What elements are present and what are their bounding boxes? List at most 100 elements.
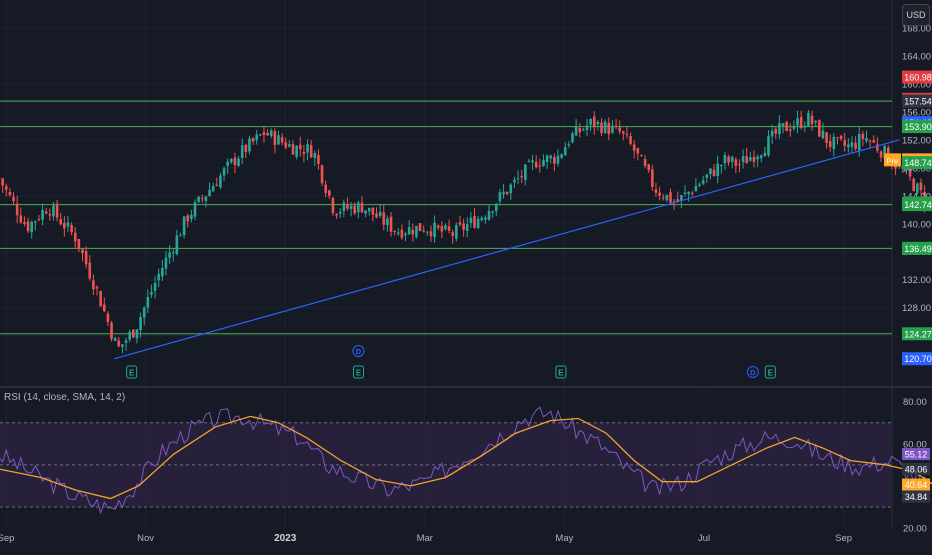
candle-body [568,144,571,145]
candle-body [833,137,836,149]
candle-body [107,314,110,322]
candle-body [520,176,523,177]
candle-body [234,158,237,165]
price-label-text: 153.90 [904,122,932,132]
candle-body [756,157,759,160]
candle-body [509,184,512,193]
candle-body [128,332,131,340]
candle-body [411,230,414,235]
candle-body [513,180,516,183]
candle-body [666,195,669,200]
candle-body [444,225,447,229]
candle-body [546,155,549,162]
drawings[interactable] [114,110,932,359]
candle-body [742,156,745,162]
candle-body [549,156,552,158]
candle-body [313,153,316,158]
candle-body [361,203,364,213]
price-label-text: 136.49 [904,244,932,254]
candle-body [622,131,625,133]
candle-body [190,215,193,219]
candle-body [255,134,258,140]
candle-body [96,287,99,288]
candle-body [310,145,313,157]
candle-body [629,136,632,144]
candle-body [78,239,81,249]
candle-body [771,131,774,137]
candle-body [27,221,30,231]
candle-body [495,204,498,212]
candle-body [658,193,661,196]
candle-body [183,216,186,235]
time-axis[interactable]: SepNov2023MarMayJulSepNov2024MarMayJulSe… [0,533,932,544]
candle-body [633,144,636,150]
candle-body [709,168,712,174]
candle-body [147,297,150,307]
candle-body [767,136,770,156]
candle-body [437,226,440,228]
candle-body [470,218,473,223]
candle-body [266,133,269,135]
candle-body [379,212,382,216]
candle-body [840,136,843,139]
candle-body [539,165,542,166]
candle-body [647,164,650,170]
candle-body [542,160,545,166]
candle-body [263,132,266,135]
candle-body [557,156,560,164]
candle-body [822,131,825,138]
candle-body [473,216,476,228]
candle-body [553,157,556,164]
rsi-label-text: 40.64 [905,480,928,490]
candle-body [419,223,422,231]
candle-body [88,263,91,279]
candle-body [38,219,41,220]
candle-body [350,206,353,209]
trendline[interactable] [114,140,899,359]
candle-body [880,151,883,157]
candle-body [615,126,618,127]
rsi-pane [0,407,932,513]
candle-body [277,135,280,144]
candle-body [223,168,226,175]
candle-body [70,225,73,232]
candle-body [74,233,77,242]
candle-body [698,184,701,185]
candle-body [687,192,690,194]
candle-body [161,268,164,276]
candle-body [637,148,640,153]
candle-body [339,212,342,214]
time-tick-label: May [555,533,573,544]
candle-body [364,210,367,213]
premarket-tag-label: Pre [887,156,899,165]
candle-body [626,134,629,135]
candle-body [807,113,810,126]
candle-body [375,214,378,218]
candle-body [818,120,821,136]
candle-body [724,155,727,163]
candle-body [745,156,748,163]
candle-body [176,236,179,255]
candle-body [335,214,338,215]
currency-button[interactable]: USD [902,4,930,26]
candle-body [357,202,360,212]
candle-body [194,202,197,216]
candle-body [858,134,861,150]
candle-body [847,144,850,147]
candle-body [117,340,120,346]
horizontal-levels[interactable] [0,101,892,334]
rsi-tick-label: 80.00 [903,397,927,408]
candle-body [19,215,22,222]
candle-body [397,232,400,233]
candle-body [143,307,146,317]
event-markers[interactable]: EEEDEEED [127,346,932,379]
price-label-text: 120.70 [904,354,932,364]
candle-body [45,212,48,214]
candle-body [611,126,614,133]
candle-body [172,252,175,253]
candle-body [720,165,723,166]
candle-body [324,185,327,193]
candle-body [796,118,799,125]
rsi-legend[interactable]: RSI (14, close, SMA, 14, 2) [4,392,125,403]
